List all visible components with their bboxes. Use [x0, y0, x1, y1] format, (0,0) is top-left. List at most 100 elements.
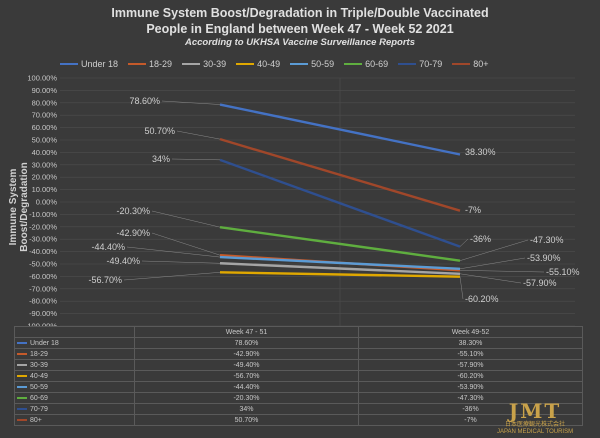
legend-label: 80+	[473, 59, 489, 69]
legend-swatch	[128, 63, 147, 65]
table-series-name: 30-39	[30, 361, 48, 369]
series-line	[219, 103, 461, 156]
table-value-cell: 50.70%	[134, 414, 359, 426]
series-line	[219, 137, 461, 212]
y-tick-label: 100.00%	[27, 74, 57, 83]
table-value-cell: -57.90%	[358, 359, 583, 371]
table-row: 80+ 50.70% -7%	[14, 414, 583, 426]
y-tick-label: 70.00%	[32, 111, 58, 120]
series-line	[219, 262, 461, 275]
y-tick-label: 10.00%	[32, 185, 58, 194]
table-value-cell: -53.90%	[358, 381, 583, 393]
legend-label: 30-39	[203, 59, 227, 69]
series-line	[219, 225, 461, 262]
table-series-cell: 40-49	[14, 370, 135, 382]
table-series-swatch	[17, 364, 27, 366]
data-label-leader	[171, 158, 221, 161]
data-label: -7%	[465, 205, 481, 215]
y-tick-label: 30.00%	[32, 160, 58, 169]
data-label-leader	[459, 257, 526, 270]
data-label: 50.70%	[144, 126, 175, 136]
table-value-cell: 34%	[134, 403, 359, 415]
chart-legend: Under 18 18-29 30-39 40-49 50-59 60-69 70-79 80…	[60, 58, 560, 70]
table-series-swatch	[17, 397, 27, 399]
table-series-cell: 70-79	[14, 403, 135, 415]
table-value-cell: 38.30%	[358, 337, 583, 349]
table-series-name: 80+	[30, 416, 42, 424]
legend-swatch	[182, 63, 201, 65]
legend-swatch	[452, 63, 471, 65]
series-line	[219, 158, 461, 248]
table-series-swatch	[17, 353, 27, 355]
y-tick-label: 50.00%	[32, 136, 58, 145]
y-tick-label: -100.00%	[25, 322, 57, 327]
legend-item: 50-59	[290, 59, 334, 69]
table-series-name: 60-69	[30, 394, 48, 402]
table-header-row: Week 47 - 51 Week 49-52	[14, 326, 583, 338]
data-label: 78.60%	[129, 96, 160, 106]
y-tick-label: 80.00%	[32, 98, 58, 107]
table-series-name: 40-49	[30, 372, 48, 380]
y-tick-label: -10.00%	[29, 210, 57, 219]
data-label: -42.90%	[116, 228, 150, 238]
legend-item: Under 18	[60, 59, 118, 69]
legend-item: 80+	[452, 59, 489, 69]
table-row: 40-49 -56.70% -60.20%	[14, 370, 583, 382]
data-label: -47.30%	[530, 235, 564, 245]
data-label: -36%	[470, 234, 491, 244]
table-value-cell: 78.60%	[134, 337, 359, 349]
y-tick-label: 90.00%	[32, 86, 58, 95]
table-value-cell: -60.20%	[358, 370, 583, 382]
data-label: 38.30%	[465, 147, 496, 157]
data-label-leader	[459, 239, 529, 261]
legend-swatch	[398, 63, 417, 65]
table-series-name: 18-29	[30, 350, 48, 358]
table-value-cell: -7%	[358, 414, 583, 426]
y-tick-label: -20.00%	[29, 222, 57, 231]
data-label-leader	[151, 232, 221, 256]
data-label: -44.40%	[91, 242, 125, 252]
y-tick-label: -70.00%	[29, 284, 57, 293]
data-label: -55.10%	[546, 267, 580, 277]
y-tick-label: 40.00%	[32, 148, 58, 157]
table-row: 30-39 -49.40% -57.90%	[14, 359, 583, 371]
legend-swatch	[344, 63, 363, 65]
legend-label: 50-59	[311, 59, 335, 69]
table-series-name: Under 18	[30, 339, 59, 347]
table-value-cell: -56.70%	[134, 370, 359, 382]
table-value-cell: -44.40%	[134, 381, 359, 393]
data-label-leader	[123, 272, 221, 281]
table-series-cell: 80+	[14, 414, 135, 426]
y-tick-label: -60.00%	[29, 272, 57, 281]
line-chart: 100.00% 90.00% 80.00% 70.00% 60.00% 50.00% 40.…	[25, 74, 580, 327]
data-label: 34%	[152, 154, 170, 164]
table-row: 18-29 -42.90% -55.10%	[14, 348, 583, 360]
table-value-cell: -20.30%	[134, 392, 359, 404]
chart-subtitle: According to UKHSA Vaccine Surveillance …	[185, 37, 415, 48]
jmt-logo: JMT 日本医療観光株式会社 JAPAN MEDICAL TOURISM	[480, 400, 590, 435]
table-series-name: 70-79	[30, 405, 48, 413]
table-series-swatch	[17, 342, 27, 344]
data-label-leader	[126, 246, 221, 258]
table-header-series	[14, 326, 135, 338]
legend-label: Under 18	[81, 59, 119, 69]
data-label: -60.20%	[465, 294, 499, 304]
table-series-swatch	[17, 375, 27, 377]
data-label: -57.90%	[523, 278, 557, 288]
data-label-leader	[459, 270, 545, 273]
logo-line2: JAPAN MEDICAL TOURISM	[496, 429, 574, 435]
data-label-leader	[141, 260, 221, 264]
data-label-leader	[459, 238, 469, 247]
y-tick-label: 0.00%	[36, 198, 58, 207]
legend-label: 60-69	[365, 59, 389, 69]
table-series-swatch	[17, 386, 27, 388]
legend-item: 40-49	[236, 59, 280, 69]
y-tick-label: -30.00%	[29, 235, 57, 244]
table-series-cell: 60-69	[14, 392, 135, 404]
legend-swatch	[290, 63, 309, 65]
table-value-cell: -42.90%	[134, 348, 359, 360]
table-series-cell: Under 18	[14, 337, 135, 349]
legend-item: 70-79	[398, 59, 442, 69]
data-label: -20.30%	[116, 206, 150, 216]
table-header-category: Week 49-52	[358, 326, 583, 338]
